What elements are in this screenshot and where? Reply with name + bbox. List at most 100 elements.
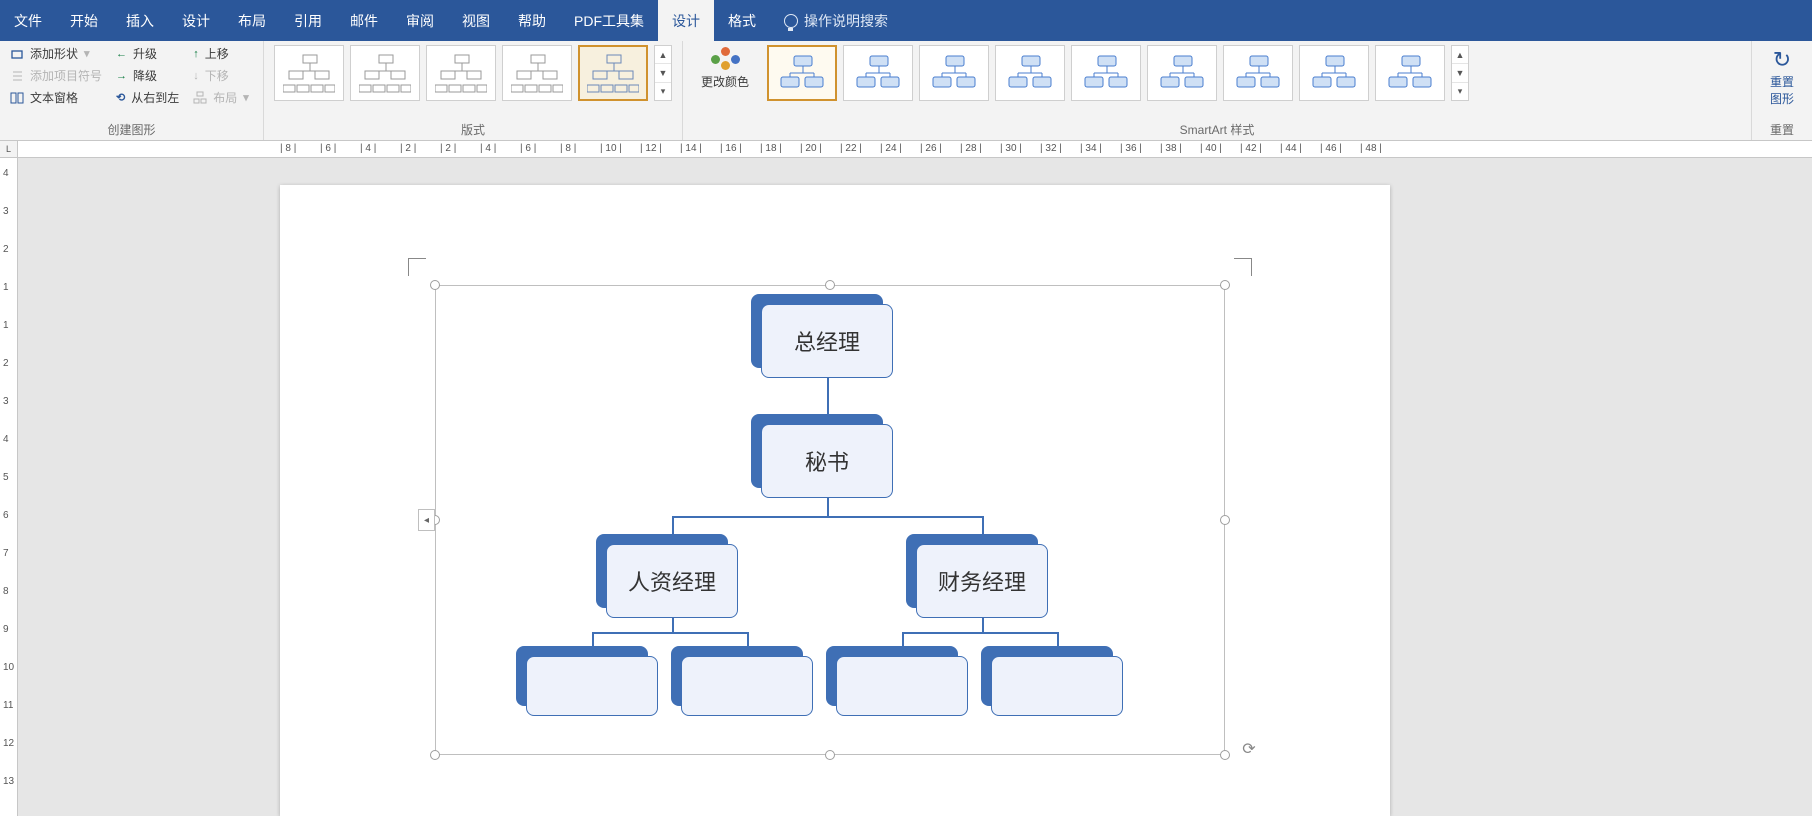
arrow-up-icon: ↑ <box>193 48 199 60</box>
gallery-expand-icon[interactable]: ▾ <box>1452 83 1468 100</box>
ribbon: 添加形状 ▾ 添加项目符号 文本窗格 ← <box>0 41 1812 141</box>
tab-pdf[interactable]: PDF工具集 <box>560 0 658 41</box>
tab-help[interactable]: 帮助 <box>504 0 560 41</box>
style-thumb[interactable] <box>995 45 1065 101</box>
layout-thumb[interactable] <box>350 45 420 101</box>
org-node-hr2[interactable] <box>671 646 803 706</box>
reset-icon: ↻ <box>1773 47 1791 73</box>
scroll-down-icon[interactable]: ▼ <box>1452 64 1468 82</box>
move-up-label: 上移 <box>205 45 229 62</box>
connector-line <box>902 632 904 646</box>
org-node-label <box>526 656 658 716</box>
ribbon-group-styles: 更改颜色 <box>683 41 1752 140</box>
tab-references[interactable]: 引用 <box>280 0 336 41</box>
style-thumb[interactable] <box>1299 45 1369 101</box>
tab-insert[interactable]: 插入 <box>112 0 168 41</box>
org-node-label <box>991 656 1123 716</box>
text-pane-icon <box>10 91 24 105</box>
org-node-label: 人资经理 <box>606 544 738 618</box>
styles-gallery: ▲▼▾ <box>767 45 1469 101</box>
smartart-selection-frame[interactable]: ◂ ⟳ 总经理秘书人资经理财务经理 <box>435 285 1225 755</box>
demote-button[interactable]: → 降级 <box>116 67 179 84</box>
connector-line <box>982 516 984 534</box>
tab-view[interactable]: 视图 <box>448 0 504 41</box>
gallery-scroll[interactable]: ▲▼▾ <box>1451 45 1469 101</box>
rotate-handle-icon[interactable]: ⟳ <box>1238 738 1260 760</box>
menubar: 文件 开始 插入 设计 布局 引用 邮件 审阅 视图 帮助 PDF工具集 设计 … <box>0 0 1812 41</box>
layout-thumb[interactable] <box>578 45 648 101</box>
tab-review[interactable]: 审阅 <box>392 0 448 41</box>
scroll-up-icon[interactable]: ▲ <box>655 46 671 64</box>
rtl-icon: ⟲ <box>116 91 125 104</box>
ribbon-group-reset: ↻ 重置 图形 重置 <box>1752 41 1812 140</box>
connector-line <box>672 516 674 534</box>
tab-format[interactable]: 格式 <box>714 0 770 41</box>
layout-thumb[interactable] <box>426 45 496 101</box>
horizontal-ruler[interactable]: | 8 || 6 || 4 || 2 || 2 || 4 || 6 || 8 |… <box>18 141 1812 158</box>
promote-button[interactable]: ← 升级 <box>116 45 179 62</box>
style-thumb[interactable] <box>767 45 837 101</box>
gallery-scroll[interactable]: ▲▼▾ <box>654 45 672 101</box>
org-node-label: 秘书 <box>761 424 893 498</box>
dropdown-icon: ▾ <box>243 91 249 104</box>
style-thumb[interactable] <box>1147 45 1217 101</box>
move-down-button: ↓ 下移 <box>193 67 249 84</box>
layout-thumb[interactable] <box>274 45 344 101</box>
reset-graphic-button[interactable]: ↻ 重置 图形 <box>1762 45 1802 108</box>
style-thumb[interactable] <box>1071 45 1141 101</box>
org-node-label: 财务经理 <box>916 544 1048 618</box>
org-node-ceo[interactable]: 总经理 <box>751 294 883 368</box>
arrow-down-icon: ↓ <box>193 70 199 82</box>
tell-me-search[interactable]: 操作说明搜索 <box>770 0 902 41</box>
tab-layout[interactable]: 布局 <box>224 0 280 41</box>
vertical-ruler[interactable]: 432112345678910111213 <box>0 158 18 816</box>
group-label-create: 创建图形 <box>10 119 253 138</box>
tab-file[interactable]: 文件 <box>0 0 56 41</box>
org-node-hr[interactable]: 人资经理 <box>596 534 728 608</box>
document-canvas[interactable]: ◂ ⟳ 总经理秘书人资经理 财务经理 <box>18 158 1812 816</box>
org-node-label <box>836 656 968 716</box>
bullet-list-icon <box>10 69 24 83</box>
move-up-button[interactable]: ↑ 上移 <box>193 45 249 62</box>
text-pane-toggle[interactable]: ◂ <box>418 509 435 531</box>
style-thumb[interactable] <box>1223 45 1293 101</box>
org-node-fin2[interactable] <box>981 646 1113 706</box>
add-shape-icon <box>10 47 24 61</box>
connector-line <box>827 498 829 516</box>
tab-home[interactable]: 开始 <box>56 0 112 41</box>
connector-line <box>1057 632 1059 646</box>
layout-thumb[interactable] <box>502 45 572 101</box>
connector-line <box>672 618 674 632</box>
style-thumb[interactable] <box>1375 45 1445 101</box>
document-page: ◂ ⟳ 总经理秘书人资经理 财务经理 <box>280 185 1390 816</box>
org-node-hr1[interactable] <box>516 646 648 706</box>
promote-label: 升级 <box>133 45 157 62</box>
arrow-right-icon: → <box>116 70 127 82</box>
layout-icon <box>193 91 207 105</box>
org-node-fin1[interactable] <box>826 646 958 706</box>
add-bullet-label: 添加项目符号 <box>30 67 102 84</box>
rtl-button[interactable]: ⟲ 从右到左 <box>116 89 179 106</box>
connector-line <box>747 632 749 646</box>
org-node-sec[interactable]: 秘书 <box>751 414 883 488</box>
lightbulb-icon <box>784 14 798 28</box>
add-shape-button[interactable]: 添加形状 ▾ <box>10 45 102 62</box>
connector-line <box>982 618 984 632</box>
gallery-expand-icon[interactable]: ▾ <box>655 83 671 100</box>
connector-line <box>672 516 982 518</box>
change-colors-button[interactable]: 更改颜色 <box>693 45 757 92</box>
scroll-down-icon[interactable]: ▼ <box>655 64 671 82</box>
org-node-label <box>681 656 813 716</box>
text-pane-button[interactable]: 文本窗格 <box>10 89 102 106</box>
anchor-bracket-icon <box>1234 258 1252 276</box>
style-thumb[interactable] <box>843 45 913 101</box>
move-down-label: 下移 <box>205 67 229 84</box>
tab-design[interactable]: 设计 <box>168 0 224 41</box>
scroll-up-icon[interactable]: ▲ <box>1452 46 1468 64</box>
tab-mailings[interactable]: 邮件 <box>336 0 392 41</box>
tab-smartart-design[interactable]: 设计 <box>658 0 714 41</box>
style-thumb[interactable] <box>919 45 989 101</box>
ruler-corner: L <box>0 141 18 158</box>
reset-label2: 图形 <box>1770 92 1794 106</box>
org-node-fin[interactable]: 财务经理 <box>906 534 1038 608</box>
